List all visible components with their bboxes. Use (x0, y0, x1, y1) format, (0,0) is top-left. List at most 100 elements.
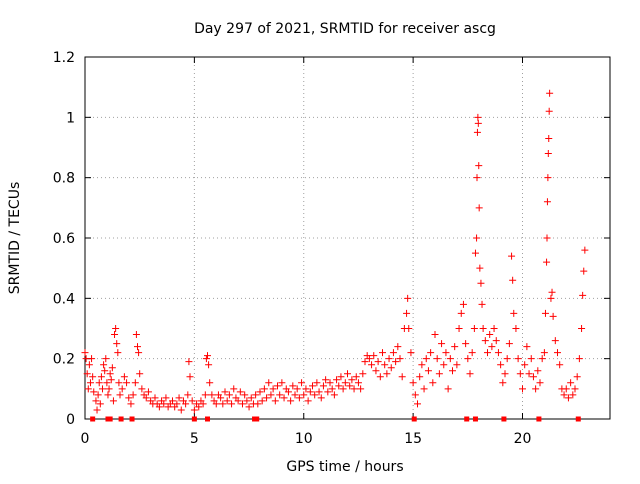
x-tick-label: 20 (514, 431, 532, 447)
data-point (205, 361, 213, 369)
axis-ticks: 0 0.2 0.4 0.6 0.8 1 1.2 0 5 10 15 20 (53, 50, 610, 447)
data-point (444, 385, 452, 393)
data-point (370, 352, 378, 360)
data-point (245, 403, 253, 411)
baseline-marker (205, 416, 210, 422)
data-point (581, 246, 589, 254)
data-point (287, 397, 295, 405)
data-point (319, 382, 327, 390)
data-point (499, 379, 507, 387)
data-point (217, 394, 225, 402)
data-point (107, 376, 115, 384)
data-point (311, 391, 319, 399)
data-point (538, 355, 546, 363)
baseline-marker (472, 416, 478, 422)
x-tick-label: 10 (295, 431, 313, 447)
data-point (228, 400, 236, 408)
data-point (276, 391, 284, 399)
data-point (131, 379, 139, 387)
data-point (106, 370, 114, 378)
data-point (105, 385, 113, 393)
data-point (208, 391, 216, 399)
data-point (549, 312, 557, 320)
data-point (256, 388, 264, 396)
data-point (274, 382, 281, 390)
data-point (512, 325, 520, 332)
data-point (416, 373, 424, 381)
data-point (225, 391, 233, 399)
data-point (578, 325, 586, 332)
data-point (127, 400, 135, 408)
data-point (543, 234, 551, 242)
data-point (335, 382, 343, 390)
data-point (269, 385, 277, 393)
data-point (361, 358, 369, 366)
baseline-marker (129, 416, 135, 422)
data-point (247, 394, 255, 402)
data-point (407, 349, 415, 357)
data-point (403, 309, 411, 317)
data-point (315, 388, 323, 396)
data-point (387, 364, 395, 372)
data-point (186, 373, 194, 381)
data-point (239, 400, 246, 408)
data-point (337, 373, 345, 381)
data-point (422, 355, 430, 363)
data-point (409, 379, 417, 387)
data-point (97, 373, 105, 381)
data-point (560, 391, 568, 399)
data-point (427, 349, 435, 357)
data-point (440, 361, 448, 369)
data-point (284, 388, 292, 396)
data-point (579, 291, 587, 299)
x-tick-label: 0 (81, 431, 90, 447)
data-point (295, 394, 303, 402)
data-point (354, 379, 362, 387)
data-point (84, 385, 92, 393)
data-point (501, 370, 509, 378)
data-point (488, 343, 496, 351)
data-point (293, 385, 301, 393)
data-point (204, 352, 211, 360)
data-point (470, 325, 478, 332)
data-point (116, 391, 124, 399)
data-point (562, 385, 570, 393)
data-point (352, 373, 360, 381)
data-point (420, 385, 428, 393)
data-point (468, 349, 476, 357)
data-point (459, 300, 467, 308)
data-point (551, 337, 559, 345)
data-point (115, 379, 123, 387)
data-point (300, 391, 308, 399)
data-point (543, 258, 551, 266)
data-point (230, 385, 238, 393)
data-point (309, 382, 316, 390)
data-point (438, 340, 446, 348)
data-point (199, 400, 207, 408)
data-point (350, 385, 358, 393)
data-point (545, 107, 553, 115)
data-point (481, 337, 489, 345)
data-point (547, 294, 555, 302)
data-point (433, 355, 441, 363)
data-point (521, 361, 529, 369)
data-point (162, 394, 170, 402)
data-point (169, 397, 176, 405)
data-point (125, 394, 133, 402)
data-point (505, 340, 513, 348)
data-point (202, 355, 210, 363)
data-point (525, 370, 533, 378)
data-point (475, 162, 483, 170)
data-point (571, 385, 579, 393)
y-tick-label: 0.8 (53, 171, 75, 187)
baseline-marker (118, 416, 124, 422)
data-point (544, 150, 552, 158)
data-point (182, 400, 190, 408)
data-point (177, 406, 185, 414)
data-point (543, 198, 551, 206)
data-point (365, 355, 373, 363)
data-point (243, 397, 251, 405)
data-point (114, 349, 122, 357)
